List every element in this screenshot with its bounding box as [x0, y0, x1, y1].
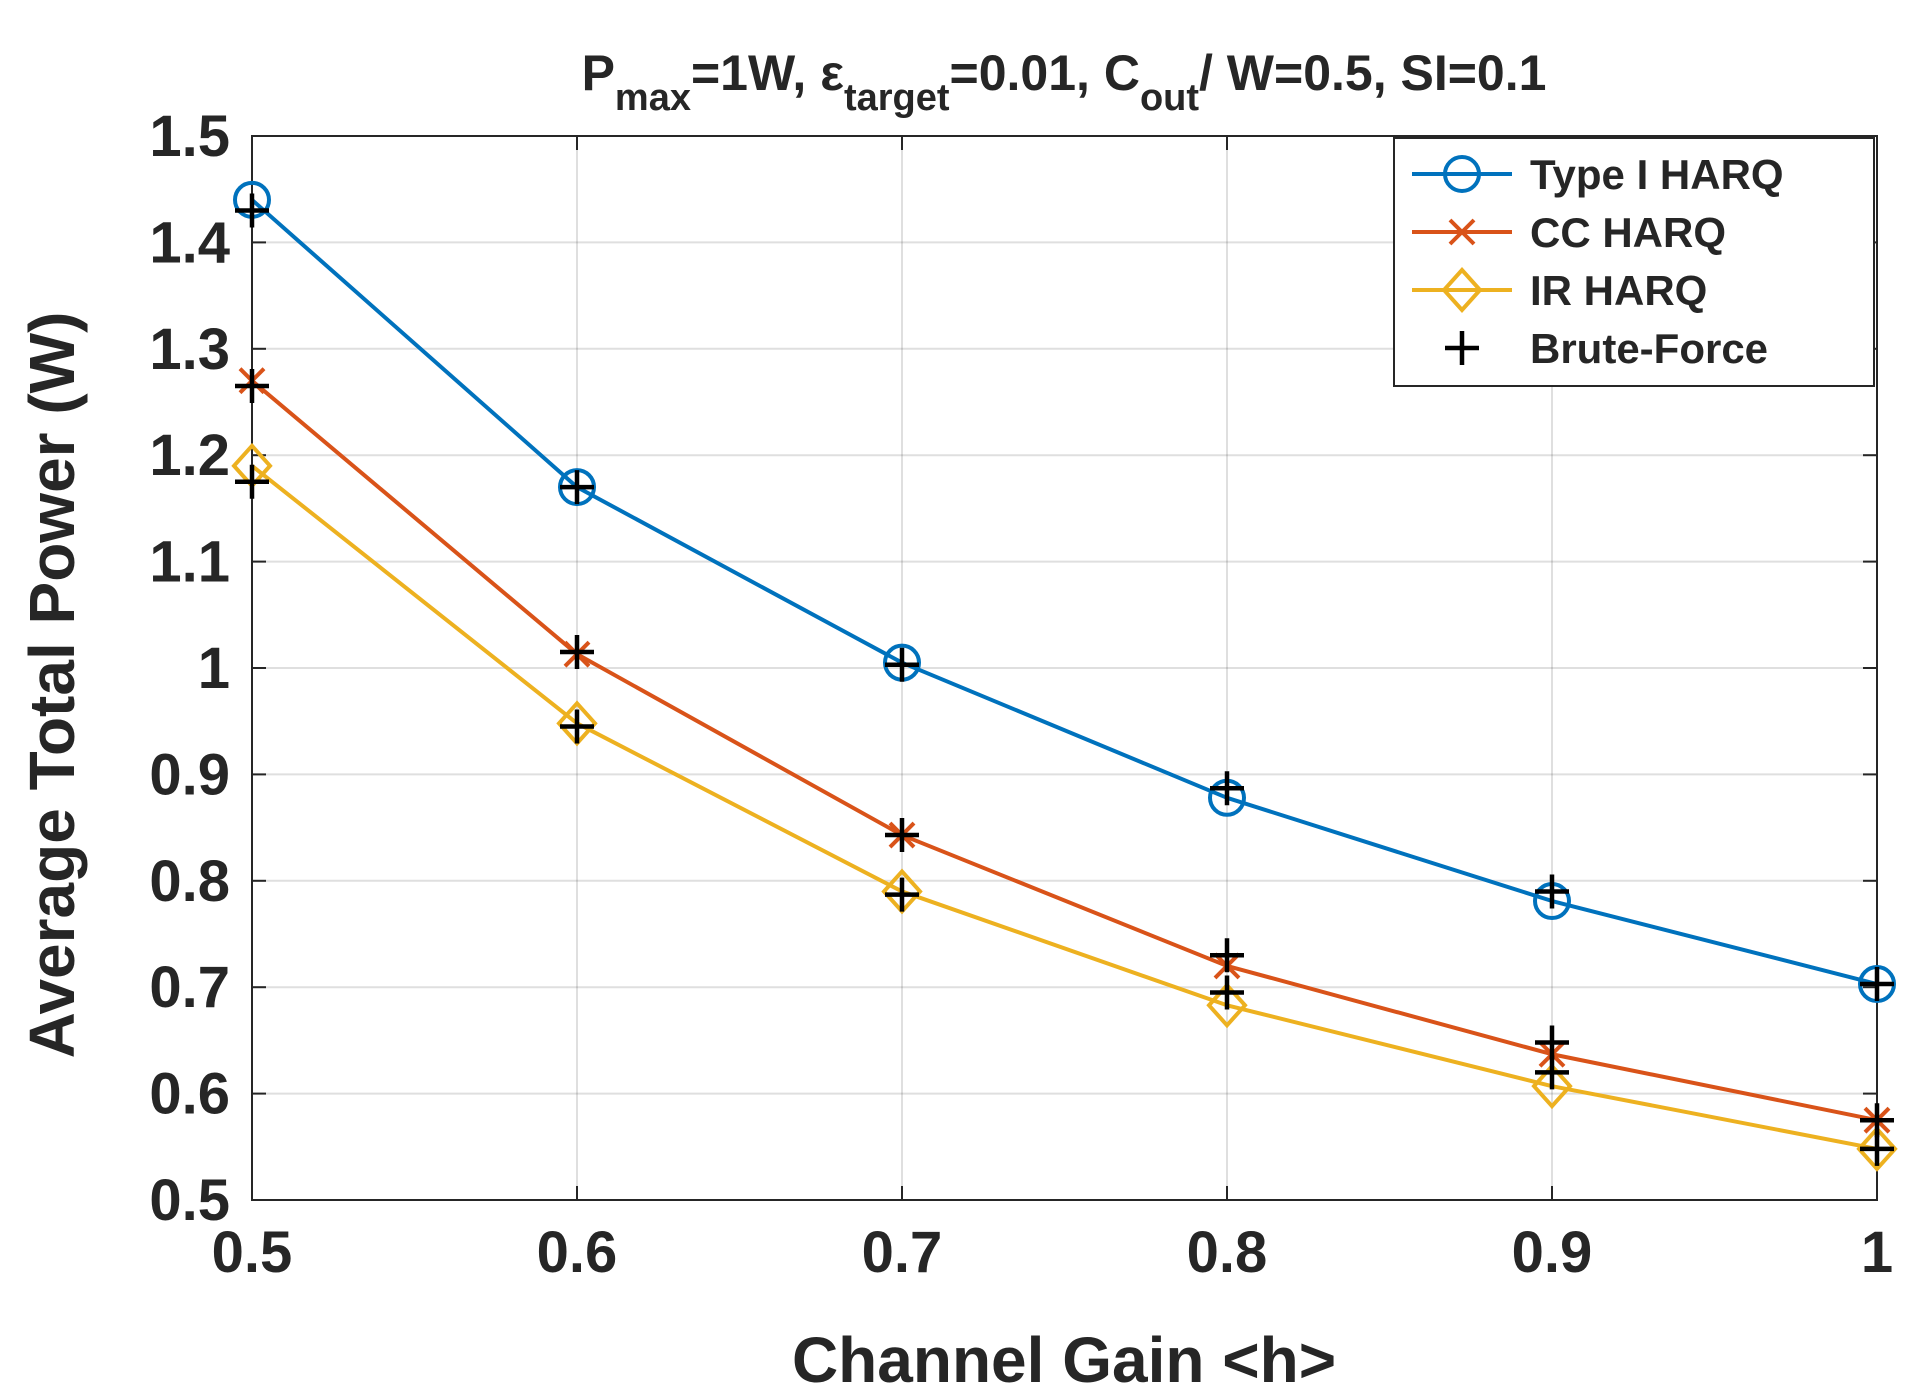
x-tick-label: 0.8 — [1187, 1220, 1268, 1285]
data-point-brute-force — [235, 464, 269, 499]
title-epsilon-subscript: target — [844, 77, 950, 119]
series-cc-harq — [238, 367, 1891, 1134]
y-tick-label: 1.4 — [149, 210, 230, 275]
data-point-brute-force — [1860, 1131, 1894, 1166]
y-tick-label: 1.3 — [149, 317, 230, 382]
legend-entry-ir-harq: IR HARQ — [1412, 267, 1707, 314]
y-axis-label: Average Total Power (W) — [16, 312, 88, 1059]
legend-label: Brute-Force — [1530, 325, 1768, 372]
series-layer — [231, 180, 1898, 1172]
data-point-brute-force — [1535, 1055, 1569, 1090]
y-tick-label: 1 — [198, 636, 230, 701]
y-tick-label: 1.1 — [149, 530, 230, 595]
series-line-type-i-harq — [250, 198, 1878, 986]
title-epsilon-value: =0.01, — [950, 45, 1104, 101]
chart-title: Pmax=1W, εtarget=0.01, Cout/ W=0.5, SI=0… — [582, 45, 1547, 119]
series-brute-force — [235, 193, 1894, 1166]
data-point-brute-force — [1210, 771, 1244, 806]
title-cout-subscript: out — [1140, 77, 1199, 119]
data-point-brute-force — [1210, 938, 1244, 973]
y-tick-label: 1.2 — [149, 423, 230, 488]
legend-marker — [1445, 331, 1479, 365]
title-epsilon: ε — [820, 45, 844, 101]
y-tick-label: 0.9 — [149, 742, 230, 807]
data-point-ir-harq — [1206, 982, 1248, 1029]
title-pmax-subscript: max — [615, 77, 691, 119]
legend-label: Type I HARQ — [1530, 151, 1784, 198]
series-ir-harq — [231, 442, 1898, 1172]
title-pmax-value: =1W, — [691, 45, 820, 101]
data-point-brute-force — [1210, 975, 1244, 1010]
x-tick-label: 0.5 — [212, 1220, 293, 1285]
y-tick-label: 0.8 — [149, 849, 230, 914]
data-point-brute-force — [235, 369, 269, 404]
data-point-brute-force — [560, 635, 594, 670]
legend-label: IR HARQ — [1530, 267, 1707, 314]
data-point-brute-force — [1535, 874, 1569, 909]
x-tick-label: 1 — [1861, 1220, 1893, 1285]
title-cout-value: / W=0.5, SI=0.1 — [1199, 45, 1546, 101]
legend-marker — [1441, 267, 1483, 313]
data-point-brute-force — [560, 470, 594, 505]
series-line-ir-harq — [250, 464, 1878, 1151]
data-point-brute-force — [885, 647, 919, 682]
data-point-brute-force — [885, 877, 919, 912]
data-point-brute-force — [1535, 1025, 1569, 1060]
x-axis: 0.5 0.6 0.7 0.8 0.9 1 — [212, 136, 1893, 1285]
y-tick-label: 0.5 — [149, 1168, 230, 1233]
data-point-ir-harq — [1856, 1125, 1898, 1172]
data-point-brute-force — [235, 193, 269, 228]
data-point-ir-harq — [1531, 1063, 1573, 1110]
title-c: C — [1104, 45, 1140, 101]
data-point-brute-force — [1860, 967, 1894, 1002]
series-line-cc-harq — [250, 379, 1878, 1123]
legend-entry-type-i-harq: Type I HARQ — [1412, 151, 1784, 198]
legend: Type I HARQ CC HARQ IR HARQ Brute-Force — [1393, 137, 1875, 387]
data-point-brute-force — [885, 818, 919, 853]
x-axis-label: Channel Gain <h> — [792, 1324, 1336, 1396]
x-tick-label: 0.7 — [862, 1220, 943, 1285]
y-axis: 0.5 0.6 0.7 0.8 0.9 1 1.1 1.2 1.3 1.4 1.5 — [149, 104, 1877, 1233]
legend-entry-cc-harq: CC HARQ — [1412, 209, 1726, 256]
legend-label: CC HARQ — [1530, 209, 1726, 256]
legend-entry-brute-force: Brute-Force — [1445, 325, 1768, 372]
y-tick-label: 0.7 — [149, 955, 230, 1020]
data-point-brute-force — [1860, 1103, 1894, 1138]
y-tick-label: 0.6 — [149, 1062, 230, 1127]
y-tick-label: 1.5 — [149, 104, 230, 169]
legend-box — [1393, 137, 1875, 387]
legend-marker — [1443, 155, 1481, 193]
x-tick-label: 0.9 — [1512, 1220, 1593, 1285]
data-point-brute-force — [560, 709, 594, 744]
legend-marker — [1448, 218, 1476, 246]
x-tick-label: 0.6 — [537, 1220, 618, 1285]
title-p: P — [582, 45, 615, 101]
